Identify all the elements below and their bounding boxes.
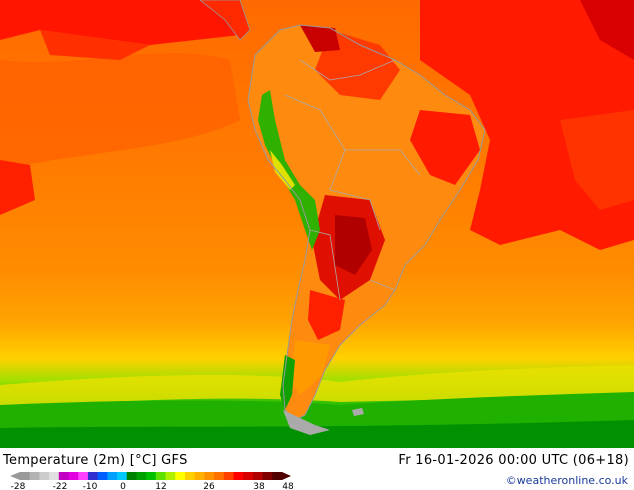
legend-swatch	[165, 472, 176, 480]
legend-swatch	[252, 472, 264, 480]
credit-link[interactable]: ©weatheronline.co.uk	[505, 474, 628, 487]
legend-tick-label: -22	[53, 482, 68, 490]
legend-tick-label: 0	[120, 482, 126, 490]
southern-dark-green	[0, 420, 634, 448]
legend-swatch	[107, 472, 118, 480]
legend-swatch	[78, 472, 89, 480]
legend-tick-label: 26	[203, 482, 215, 490]
andes-yellow-edge	[270, 150, 295, 190]
legend-swatch	[146, 472, 157, 480]
valid-datetime: Fr 16-01-2026 00:00 UTC (06+18)	[398, 453, 629, 468]
legend-swatch	[20, 472, 31, 480]
legend-swatch	[58, 472, 70, 480]
chaco-core	[335, 215, 372, 275]
falkland-islands	[352, 408, 364, 416]
legend-swatch	[243, 472, 254, 480]
legend-swatch	[136, 472, 147, 480]
legend-swatch	[214, 472, 225, 480]
pacific-red-patch	[0, 160, 35, 215]
legend-swatch	[175, 472, 186, 480]
andes-green	[258, 90, 320, 250]
pacific-warm-band	[0, 52, 240, 170]
legend-swatch	[272, 472, 283, 480]
legend-tick-label: -28	[11, 482, 26, 490]
legend-swatch	[233, 472, 244, 480]
pampas-heat	[308, 290, 345, 340]
legend-swatch	[49, 472, 60, 480]
coastline	[247, 24, 486, 421]
legend-swatch	[29, 472, 40, 480]
footer: Temperature (2m) [°C] GFS Fr 16-01-2026 …	[0, 448, 634, 490]
legend-tick-label: 48	[282, 482, 294, 490]
legend-swatch	[204, 472, 215, 480]
atlantic-red	[420, 0, 634, 250]
patagonia-orange	[290, 340, 330, 395]
legend-swatch	[68, 472, 79, 480]
pacific-north-red-2	[40, 30, 150, 60]
atlantic-deep-red-ne	[580, 0, 634, 60]
color-legend: -28 -22 -10 0 12 26 38 48	[10, 472, 294, 490]
temperature-map	[0, 0, 634, 448]
legend-swatch	[87, 472, 99, 480]
atlantic-orange-patch	[560, 110, 634, 210]
northern-hot-spot	[300, 25, 340, 52]
pacific-red-north	[0, 0, 240, 45]
legend-swatch	[223, 472, 234, 480]
legend-swatch	[97, 472, 108, 480]
legend-arrow-low	[10, 472, 20, 480]
legend-swatch	[262, 472, 273, 480]
legend-tick-label: 38	[253, 482, 265, 490]
legend-arrow-high	[282, 472, 291, 480]
map-title: Temperature (2m) [°C] GFS	[3, 453, 188, 468]
legend-swatch	[194, 472, 205, 480]
legend-tick-label: -10	[83, 482, 98, 490]
legend-tick-label: 12	[155, 482, 166, 490]
tierra-del-fuego	[283, 410, 330, 435]
legend-swatch	[155, 472, 167, 480]
legend-swatch	[117, 472, 128, 480]
country-borders	[284, 59, 421, 301]
brazil-heat	[410, 110, 480, 185]
legend-swatch	[184, 472, 196, 480]
central-america	[199, 0, 251, 41]
legend-swatch	[126, 472, 137, 480]
legend-swatch	[39, 472, 50, 480]
